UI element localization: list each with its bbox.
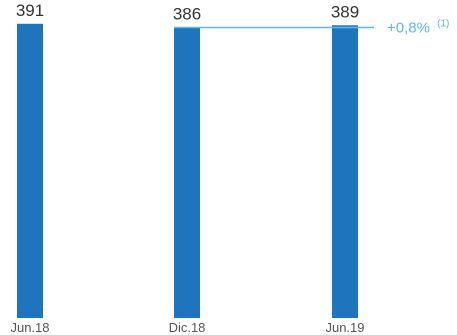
category-label-jun-18: Jun.18 [10,320,49,335]
bar-jun-19 [332,25,358,319]
category-label-dic-18: Dic.18 [169,320,206,335]
category-labels-group: Jun.18 Dic.18 Jun.19 [10,320,364,335]
bar-jun-18 [17,23,43,319]
growth-annotation-label: +0,8% (1) [387,19,449,37]
growth-annotation: +0,8% (1) [174,19,449,37]
data-label-jun-18: 391 [16,1,44,20]
category-label-jun-19: Jun.19 [325,320,364,335]
bars-group [17,23,358,319]
value-labels-group: 391 386 389 [16,1,359,24]
growth-annotation-footnote: (1) [437,19,449,30]
growth-annotation-value: +0,8% [387,20,430,37]
data-label-jun-19: 389 [331,2,359,21]
data-label-dic-18: 386 [173,5,201,24]
bar-dic-18 [174,27,200,318]
